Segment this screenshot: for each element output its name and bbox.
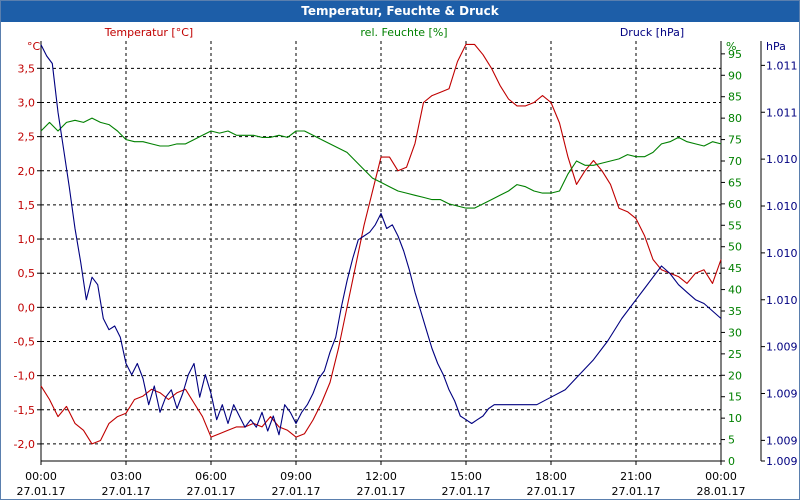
humidity-tick-label: 55 <box>728 219 742 232</box>
humidity-tick-label: 90 <box>728 69 742 82</box>
pressure-tick-label: 1.010 <box>766 247 798 260</box>
pressure-tick-label: 1.011 <box>766 106 798 119</box>
temperature-tick-label: 2,5 <box>18 131 36 144</box>
legend-temperature: Temperatur [°C] <box>104 26 193 39</box>
temperature-tick-label: 1,5 <box>18 199 36 212</box>
temperature-tick-label: -2,0 <box>14 438 35 451</box>
pressure-tick-label: 1.010 <box>766 153 798 166</box>
humidity-tick-label: 75 <box>728 134 742 147</box>
x-tick-time: 15:00 <box>450 470 482 483</box>
legend-pressure: Druck [hPa] <box>620 26 684 39</box>
humidity-tick-label: 5 <box>728 434 735 447</box>
x-tick-date: 27.01.17 <box>442 485 491 498</box>
humidity-tick-label: 85 <box>728 91 742 104</box>
temperature-tick-label: 0,0 <box>18 301 36 314</box>
x-tick-date: 27.01.17 <box>527 485 576 498</box>
x-tick-date: 27.01.17 <box>612 485 661 498</box>
temperature-tick-label: 0,5 <box>18 267 36 280</box>
pressure-tick-label: 1.011 <box>766 59 798 72</box>
pressure-tick-label: 1.009 <box>766 455 798 468</box>
pressure-tick-label: 1.009 <box>766 388 798 401</box>
humidity-tick-label: 45 <box>728 262 742 275</box>
temperature-tick-label: -1,0 <box>14 370 35 383</box>
temperature-tick-label: -0,5 <box>14 335 35 348</box>
x-tick-time: 00:00 <box>705 470 737 483</box>
chart-title: Temperatur, Feuchte & Druck <box>1 1 799 22</box>
humidity-tick-label: 80 <box>728 112 742 125</box>
temperature-tick-label: 3,5 <box>18 62 36 75</box>
x-tick-time: 12:00 <box>365 470 397 483</box>
x-tick-date: 28.01.17 <box>697 485 746 498</box>
series-line-humidity <box>40 117 722 209</box>
humidity-tick-label: 10 <box>728 412 742 425</box>
humidity-tick-label: 40 <box>728 284 742 297</box>
series-line-pressure <box>40 44 722 436</box>
humidity-unit-label: % <box>726 40 736 53</box>
x-tick-time: 18:00 <box>535 470 567 483</box>
humidity-tick-label: 60 <box>728 198 742 211</box>
pressure-tick-label: 1.010 <box>766 200 798 213</box>
x-tick-time: 09:00 <box>280 470 312 483</box>
x-tick-date: 27.01.17 <box>272 485 321 498</box>
humidity-tick-label: 0 <box>728 455 735 468</box>
temperature-tick-label: 3,0 <box>18 96 36 109</box>
humidity-tick-label: 35 <box>728 305 742 318</box>
series-line-temperature <box>40 43 722 445</box>
x-tick-date: 27.01.17 <box>17 485 66 498</box>
x-tick-time: 21:00 <box>620 470 652 483</box>
humidity-tick-label: 70 <box>728 155 742 168</box>
temperature-tick-label: -1,5 <box>14 404 35 417</box>
x-tick-date: 27.01.17 <box>357 485 406 498</box>
humidity-tick-label: 15 <box>728 391 742 404</box>
humidity-tick-label: 65 <box>728 176 742 189</box>
x-tick-date: 27.01.17 <box>187 485 236 498</box>
humidity-tick-label: 50 <box>728 241 742 254</box>
x-tick-date: 27.01.17 <box>102 485 151 498</box>
humidity-tick-label: 95 <box>728 48 742 61</box>
humidity-tick-label: 20 <box>728 369 742 382</box>
pressure-tick-label: 1.009 <box>766 341 798 354</box>
temperature-tick-label: 1,0 <box>18 233 36 246</box>
x-tick-time: 06:00 <box>195 470 227 483</box>
pressure-tick-label: 1.010 <box>766 294 798 307</box>
pressure-tick-label: 1.009 <box>766 434 798 447</box>
x-tick-time: 03:00 <box>110 470 142 483</box>
pressure-unit-label: hPa <box>766 40 786 53</box>
humidity-tick-label: 25 <box>728 348 742 361</box>
temperature-tick-label: 2,0 <box>18 165 36 178</box>
humidity-tick-label: 30 <box>728 326 742 339</box>
temperature-unit-label: °C <box>27 40 41 53</box>
x-tick-time: 00:00 <box>25 470 57 483</box>
legend-humidity: rel. Feuchte [%] <box>360 26 447 39</box>
